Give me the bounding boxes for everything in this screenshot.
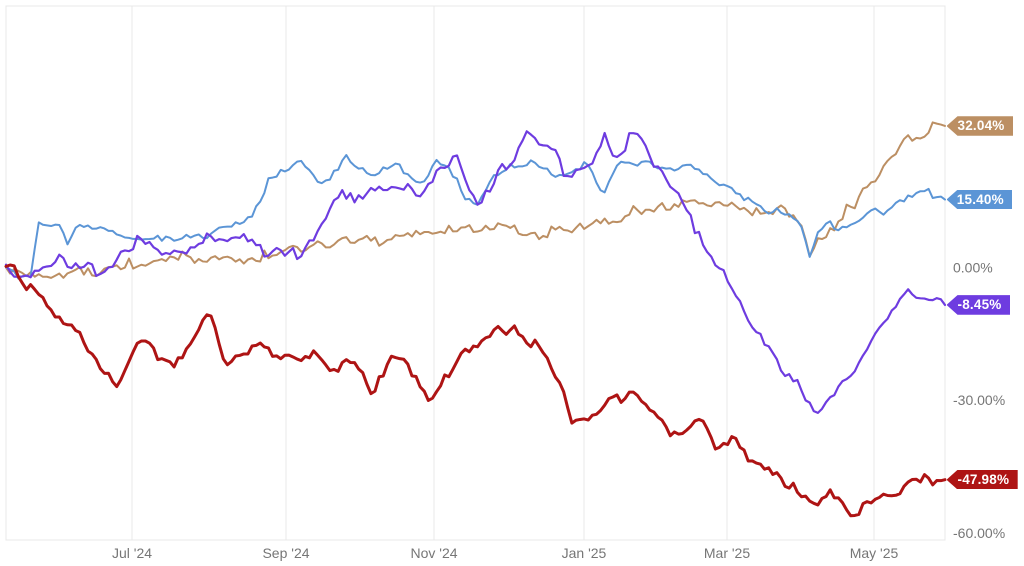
svg-text:May '25: May '25	[850, 545, 899, 561]
svg-text:-30.00%: -30.00%	[953, 392, 1005, 408]
svg-text:-60.00%: -60.00%	[953, 525, 1005, 541]
svg-text:Jan '25: Jan '25	[562, 545, 607, 561]
svg-text:Sep '24: Sep '24	[262, 545, 309, 561]
svg-text:Mar '25: Mar '25	[704, 545, 750, 561]
svg-text:Nov '24: Nov '24	[410, 545, 457, 561]
svg-text:0.00%: 0.00%	[953, 260, 993, 276]
svg-text:Jul '24: Jul '24	[112, 545, 152, 561]
